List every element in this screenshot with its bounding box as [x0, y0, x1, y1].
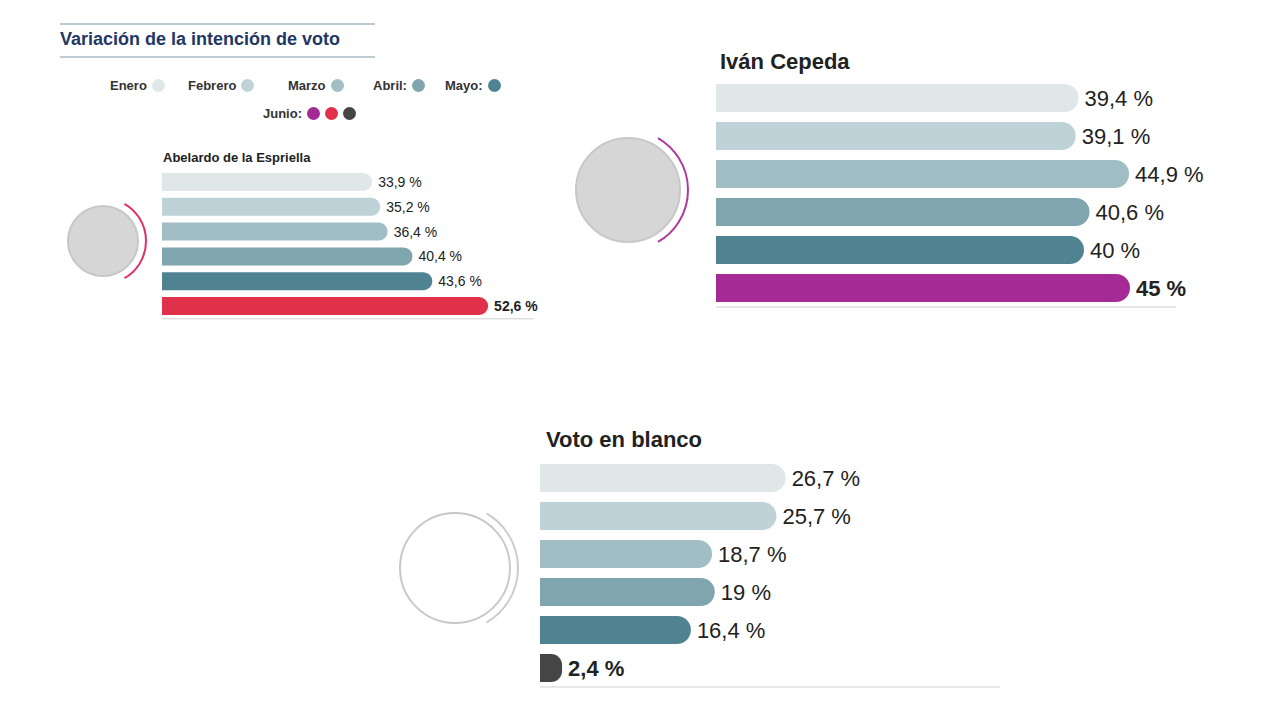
svg-text:40,4 %: 40,4 %	[418, 248, 462, 264]
html-text:Mayo:: Mayo:	[445, 78, 483, 93]
html-text:Enero: Enero	[110, 78, 147, 93]
svg-text:40 %: 40 %	[1090, 238, 1140, 263]
svg-text:36,4 %: 36,4 %	[394, 224, 438, 240]
html-text:Iván Cepeda: Iván Cepeda	[720, 49, 850, 74]
svg-text:19 %: 19 %	[721, 580, 771, 605]
svg-text:52,6 %: 52,6 %	[494, 298, 538, 314]
svg-text:16,4 %: 16,4 %	[697, 618, 766, 643]
html-text:Abelardo de la Espriella: Abelardo de la Espriella	[163, 150, 311, 165]
svg-text:39,1 %: 39,1 %	[1082, 124, 1151, 149]
svg-text:39,4 %: 39,4 %	[1084, 86, 1153, 111]
html-text:Variación de la intención de v: Variación de la intención de voto	[60, 29, 341, 49]
html-text:Voto en blanco: Voto en blanco	[546, 427, 702, 452]
html-text:Marzo: Marzo	[288, 78, 326, 93]
html-text:Abril:: Abril:	[373, 78, 407, 93]
svg-text:2,4 %: 2,4 %	[568, 656, 624, 681]
svg-text:43,6 %: 43,6 %	[438, 273, 482, 289]
svg-text:45 %: 45 %	[1136, 276, 1186, 301]
svg-text:18,7 %: 18,7 %	[718, 542, 787, 567]
svg-text:33,9 %: 33,9 %	[378, 174, 422, 190]
svg-text:40,6 %: 40,6 %	[1096, 200, 1165, 225]
svg-text:44,9 %: 44,9 %	[1135, 162, 1204, 187]
svg-text:26,7 %: 26,7 %	[792, 466, 861, 491]
svg-text:25,7 %: 25,7 %	[782, 504, 851, 529]
html-text:Junio:: Junio:	[263, 106, 302, 121]
html-text:Febrero: Febrero	[188, 78, 237, 93]
svg-text:35,2 %: 35,2 %	[386, 199, 430, 215]
